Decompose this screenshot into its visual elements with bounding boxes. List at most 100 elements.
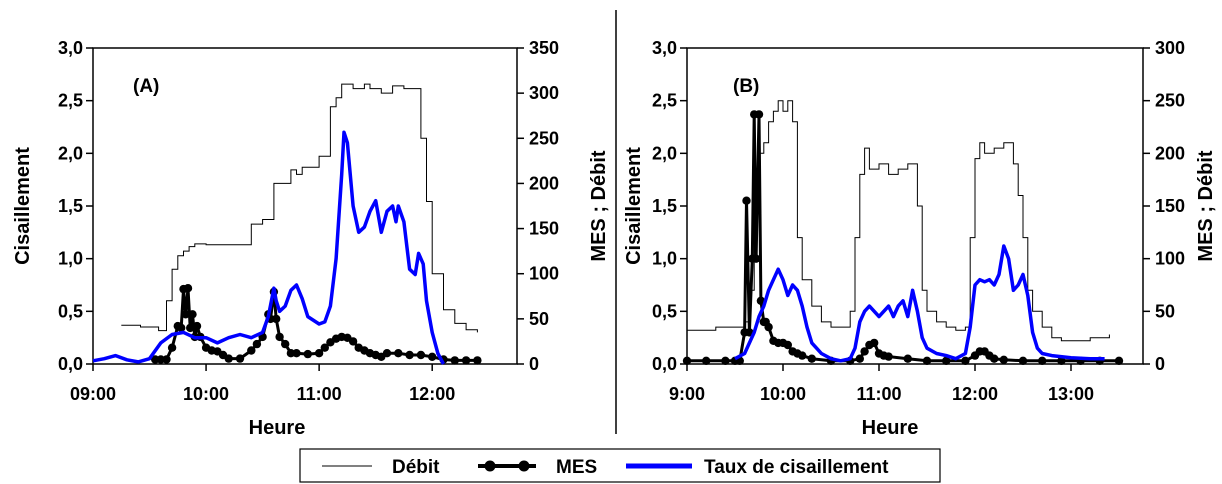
y-right-tick-label-b: 100 [1155,249,1185,269]
x-tick-label-a: 10:00 [183,384,229,404]
mes-point-b [754,110,764,119]
y-right-tick-label-a: 0 [529,354,539,374]
legend-box [299,448,941,483]
mes-point-a [275,332,284,342]
mes-point-b [1057,356,1066,365]
mes-point-a [320,343,329,352]
y-right-tick-label-a: 100 [529,264,559,284]
y-left-tick-label-b: 0,0 [652,354,677,374]
mes-point-a [394,349,403,358]
legend-label-debit: Débit [392,457,440,478]
mes-point-b [783,340,792,350]
mes-point-a [382,349,392,358]
mes-point-a [428,352,437,361]
mes-point-b [942,356,951,365]
mes-point-a [181,310,190,319]
y-left-tick-label-b: 1,5 [652,196,677,216]
mes-point-a [252,339,262,349]
x-tick-label-b: 11:00 [856,384,901,404]
mes-point-b [798,351,807,360]
y-left-tick-label-b: 2,0 [652,143,677,163]
mes-point-a [177,323,186,333]
mes-point-b [922,356,932,365]
mes-point-b [884,352,893,361]
y-left-tick-label-b: 0,5 [652,301,677,321]
mes-point-b [999,355,1008,364]
mes-point-a [183,284,193,293]
x-tick-label-a: 12:00 [409,384,455,404]
mes-point-a [416,350,426,360]
mes-point-b [903,354,912,363]
mes-point-a [235,354,245,363]
series-cisaillement-line-b [734,244,1105,363]
mes-point-b [1114,356,1124,365]
mes-point-b [721,356,730,365]
x-tick-label-a: 11:00 [297,384,342,404]
mes-point-b [990,354,999,363]
mes-point-a [162,355,171,364]
mes-point-a [272,314,281,324]
x-tick-label-b: 12:00 [952,384,998,404]
mes-point-a [348,337,358,346]
y-right-tick-label-a: 350 [529,38,559,58]
y-right-tick-label-a: 50 [529,309,549,329]
mes-point-b [742,196,751,205]
y-right-tick-label-b: 300 [1155,38,1185,58]
mes-point-a [224,354,233,363]
mes-point-a [450,356,459,365]
mes-point-b [682,356,692,365]
mes-point-b [870,338,879,348]
y-left-tick-label-a: 0,5 [58,301,83,321]
panel-label-b: (B) [733,76,759,97]
y-left-tick-label-b: 1,0 [652,249,677,269]
y-left-tick-label-a: 1,5 [58,196,83,216]
y-right-tick-label-b: 50 [1155,301,1175,321]
y-left-tick-label-a: 0,0 [58,354,83,374]
mes-point-b [1018,356,1028,365]
legend-label-mes: MES [556,457,597,478]
y-right-axis-title-a: MES ; Débit [588,150,610,261]
x-tick-label-b: 9:00 [669,384,705,404]
y-right-tick-label-b: 0 [1155,354,1165,374]
series-debit-line-a [121,83,478,333]
y-left-tick-label-b: 2,5 [652,91,677,111]
legend-swatch-mes [478,460,536,472]
series-cisaillement-line-a [92,130,446,365]
chart-panel-b: 9:00 10:00 11:00 12:00 13:00 0,0 0,5 1,0 1,5 2,0 2… [623,38,1217,439]
mes-point-a [461,356,471,365]
mes-point-b [751,254,761,263]
series-debit-line-b [687,100,1110,342]
mes-point-b [855,354,864,363]
mes-point-a [303,349,312,359]
mes-point-b [764,322,773,332]
y-right-tick-label-b: 250 [1155,91,1185,111]
mes-point-a [292,349,301,358]
y-left-tick-label-a: 1,0 [58,249,83,269]
y-left-tick-label-a: 2,0 [58,143,83,163]
x-tick-label-a: 09:00 [70,384,116,404]
y-right-tick-label-a: 150 [529,219,559,239]
mes-point-b [860,347,869,356]
x-axis-title-a: Heure [249,417,306,439]
y-right-tick-label-a: 250 [529,128,559,148]
mes-point-b [807,354,816,363]
mes-point-b [1038,356,1047,365]
y-right-tick-label-a: 200 [529,173,559,193]
series-mes-line-b [687,112,1119,363]
mes-point-a [192,321,202,331]
mes-point-a [247,346,256,355]
x-tick-label-b: 10:00 [760,384,806,404]
y-left-tick-label-a: 3,0 [58,38,83,58]
x-axis-title-b: Heure [862,417,919,439]
y-right-tick-label-a: 300 [529,83,559,103]
legend-label-cisaillement: Taux de cisaillement [704,457,889,478]
y-right-tick-label-b: 200 [1155,143,1185,163]
y-left-tick-label-b: 3,0 [652,38,677,58]
mes-point-a [405,350,414,360]
panel-label-a: (A) [133,76,159,97]
chart-panel-a: 09:00 10:00 11:00 12:00 0,0 0,5 1,0 1,5 2,0 2,5 3,… [12,38,610,439]
chart-marks-b: 9:00 10:00 11:00 12:00 13:00 0,0 0,5 1,0 1,5 2,0 2… [652,38,1185,404]
mes-point-a [188,310,197,319]
y-right-tick-label-b: 150 [1155,196,1185,216]
mes-point-a [314,349,324,358]
